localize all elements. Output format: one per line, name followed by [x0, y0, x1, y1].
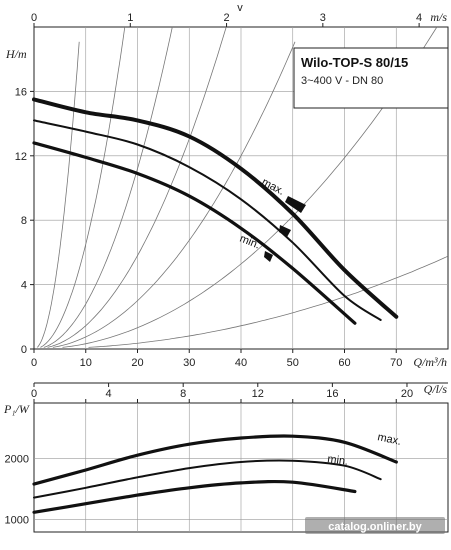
head-tick-label: 16 — [15, 86, 27, 98]
velocity-axis-unit: m/s — [430, 10, 447, 24]
system-curve — [52, 41, 296, 348]
pump-model-title: Wilo-TOP-S 80/15 — [301, 55, 408, 70]
system-curve — [47, 26, 227, 348]
power-flow-chart: 0 4 8 12 16 20 1000 2000 Q/l/s P₁/W max. min. — [3, 382, 449, 533]
min-speed-marker — [264, 251, 273, 262]
power-curves — [32, 434, 398, 514]
velocity-axis-label: v — [237, 2, 243, 14]
flow-tick-label: 40 — [235, 357, 247, 369]
flow-axis-unit-top: Q/m³/h — [413, 355, 447, 369]
system-curve — [40, 26, 126, 348]
watermark-text: catalog.onliner.by — [328, 521, 422, 533]
flow-ls-tick-label: 0 — [31, 388, 37, 400]
velocity-tick-label: 4 — [416, 12, 422, 24]
flow-tick-label: 0 — [31, 357, 37, 369]
power-chart-ticks: 0 4 8 12 16 20 1000 2000 — [5, 382, 448, 527]
flow-tick-label: 20 — [131, 357, 143, 369]
flow-ls-axis-unit: Q/l/s — [424, 382, 448, 396]
head-curves — [32, 97, 399, 325]
power-tick-label: 1000 — [5, 515, 29, 527]
head-axis-unit: H/m — [5, 47, 27, 61]
flow-tick-label: 50 — [287, 357, 299, 369]
system-curve — [88, 255, 449, 348]
power-curve-min — [32, 479, 357, 514]
head-tick-label: 0 — [21, 344, 27, 356]
watermark-background — [305, 517, 445, 534]
system-curve — [43, 26, 173, 348]
power-tick-label: 2000 — [5, 453, 29, 465]
head-chart-grid — [34, 27, 448, 349]
power-curve-max — [32, 434, 398, 486]
flow-ls-tick-label: 20 — [401, 388, 413, 400]
power-min-label: min. — [327, 453, 349, 468]
velocity-tick-label: 3 — [320, 12, 326, 24]
flow-tick-label: 30 — [183, 357, 195, 369]
pump-model-subtitle: 3~400 V - DN 80 — [301, 75, 383, 87]
legend-box — [293, 47, 449, 109]
head-tick-label: 8 — [21, 215, 27, 227]
velocity-tick-label: 1 — [127, 12, 133, 24]
power-curve-mid — [33, 459, 382, 499]
flow-ls-tick-label: 12 — [252, 388, 264, 400]
mid-speed-marker — [279, 225, 291, 237]
head-tick-label: 12 — [15, 151, 27, 163]
power-axis-unit: P₁/W — [3, 402, 30, 416]
flow-ls-tick-label: 16 — [326, 388, 338, 400]
head-curve-min — [32, 141, 357, 325]
head-curve-mid — [33, 119, 382, 321]
flow-tick-label: 70 — [390, 357, 402, 369]
system-curve — [37, 41, 80, 348]
velocity-tick-label: 0 — [31, 12, 37, 24]
system-curve — [62, 26, 438, 348]
flow-tick-label: 10 — [80, 357, 92, 369]
head-curve-max — [32, 97, 399, 319]
flow-ls-tick-label: 4 — [106, 388, 112, 400]
flow-ls-tick-label: 8 — [180, 388, 186, 400]
head-tick-label: 4 — [21, 280, 27, 292]
max-speed-marker — [285, 196, 306, 213]
watermark: catalog.onliner.by — [305, 517, 445, 534]
power-max-label: max. — [376, 431, 402, 448]
min-curve-label: min. — [238, 233, 262, 252]
velocity-tick-label: 2 — [223, 12, 229, 24]
flow-tick-label: 60 — [338, 357, 350, 369]
